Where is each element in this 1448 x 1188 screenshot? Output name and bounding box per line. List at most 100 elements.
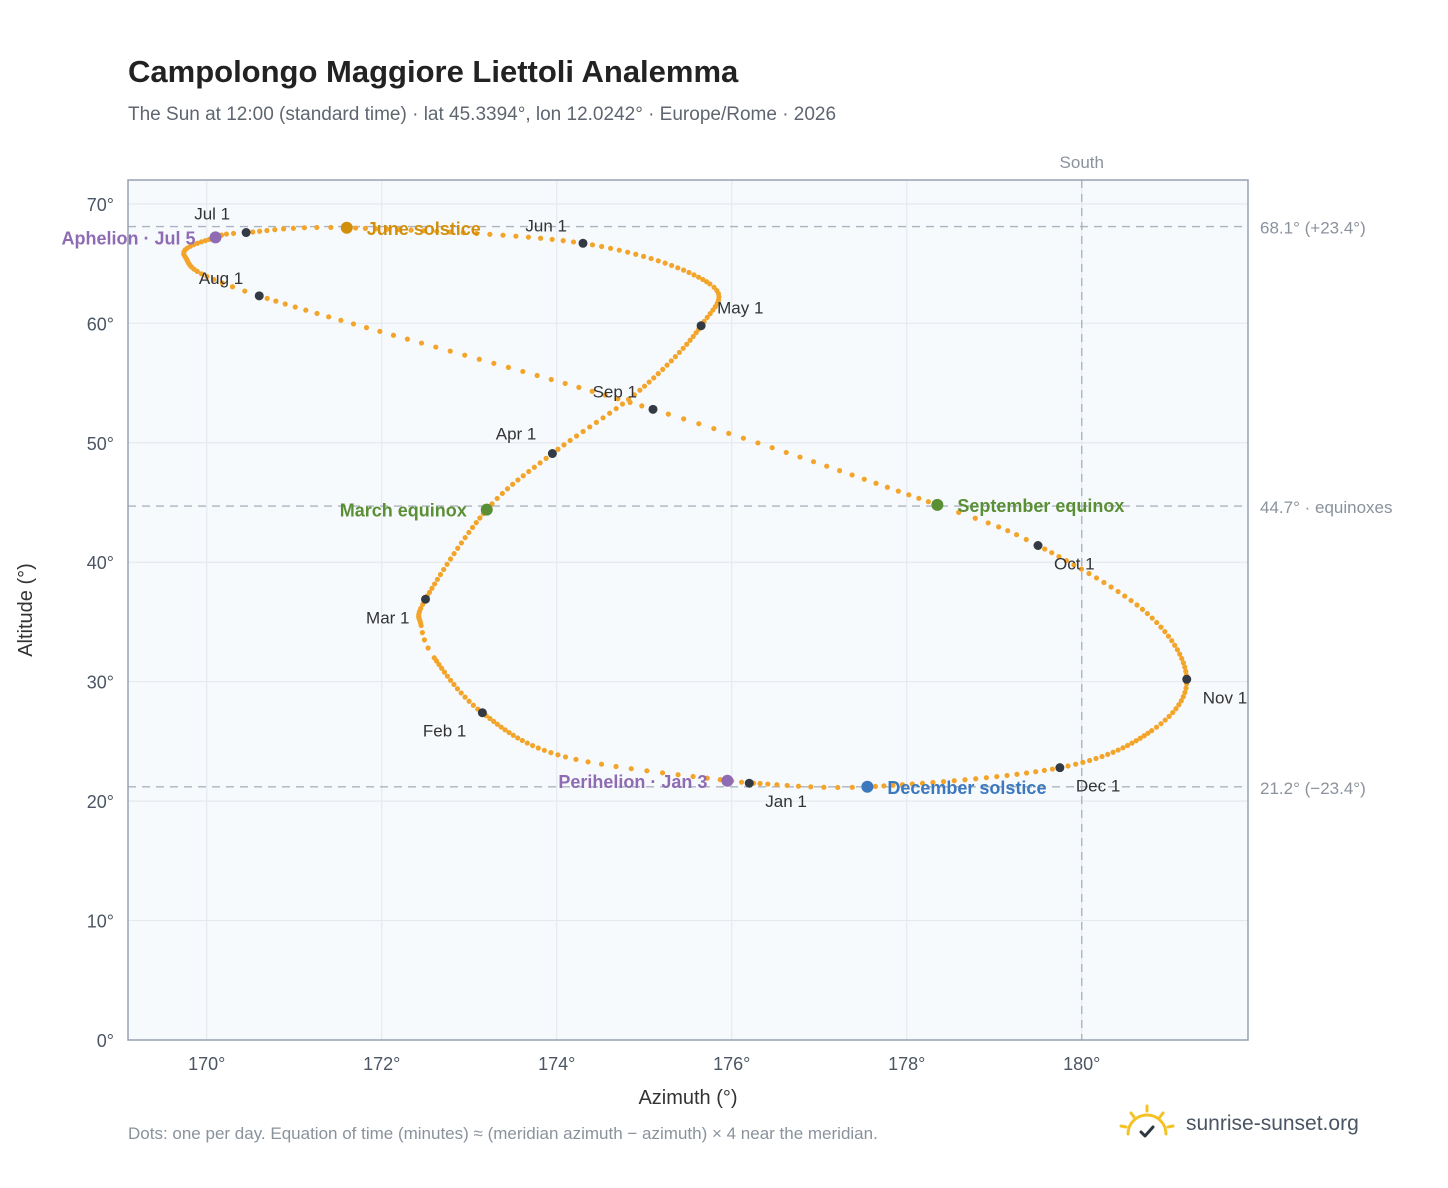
daily-sun-dot	[919, 780, 926, 786]
daily-sun-dot	[1183, 685, 1189, 691]
event-marker-dot	[721, 774, 734, 787]
daily-sun-dot	[499, 490, 505, 497]
daily-sun-dot	[659, 770, 666, 776]
daily-sun-dot	[1166, 713, 1172, 719]
daily-sun-dot	[198, 239, 205, 245]
daily-sun-dot	[314, 224, 320, 231]
daily-sun-dot	[899, 782, 906, 788]
daily-sun-dot	[1065, 763, 1071, 769]
daily-sun-dot	[562, 754, 569, 760]
daily-sun-dot	[421, 228, 427, 234]
daily-sun-dot	[757, 780, 763, 787]
daily-sun-dot	[534, 372, 540, 379]
daily-sun-dot	[1134, 602, 1140, 608]
daily-sun-dot	[303, 307, 309, 313]
daily-sun-dot	[1042, 546, 1048, 552]
daily-sun-dot	[1115, 747, 1121, 753]
daily-sun-dot	[625, 249, 631, 255]
daily-sun-dot	[973, 776, 979, 782]
y-axis-label: Altitude (°)	[15, 563, 37, 657]
x-tick-label: 174°	[538, 1054, 575, 1074]
daily-sun-dot	[849, 784, 855, 790]
month-markers: Jan 1 Feb 1 Mar 1 Apr 1 May 1 Jun 1 Jul 1 Aug 1…	[194, 205, 1247, 812]
daily-sun-dot	[613, 763, 619, 770]
daily-sun-dot	[328, 224, 334, 231]
daily-sun-dot	[473, 230, 480, 237]
month-marker-dot	[744, 778, 754, 788]
daily-sun-dot	[1133, 738, 1139, 744]
daily-sun-dot	[644, 768, 650, 774]
daily-sun-dot	[824, 463, 830, 469]
daily-sun-dot	[505, 364, 511, 370]
daily-sun-dot	[535, 745, 541, 751]
axis-ticks: 170° 172° 174° 176° 178° 180° 0° 10° 20° 30° 40° 50…	[87, 195, 1101, 1074]
daily-sun-dot	[418, 605, 424, 612]
month-marker-dot	[477, 708, 487, 718]
daily-sun-dot	[615, 396, 621, 402]
daily-sun-dot	[681, 416, 687, 422]
daily-sun-dot	[1149, 615, 1155, 621]
daily-sun-dot	[1105, 751, 1111, 758]
reference-label: 68.1° (+23.4°)	[1260, 219, 1366, 238]
daily-sun-dot	[640, 253, 647, 259]
daily-sun-dot	[537, 460, 543, 466]
daily-sun-dot	[470, 702, 476, 708]
daily-sun-dot	[425, 645, 431, 651]
daily-sun-dot	[562, 380, 568, 387]
event-marker-label: September equinox	[957, 496, 1124, 516]
daily-sun-dot	[983, 775, 989, 781]
daily-sun-dot	[421, 637, 428, 643]
daily-sun-dot	[1120, 745, 1126, 751]
daily-sun-dot	[264, 295, 270, 302]
daily-sun-dot	[462, 352, 468, 358]
daily-sun-dot	[821, 784, 827, 790]
daily-sun-dot	[628, 766, 634, 772]
daily-sun-dot	[561, 442, 567, 448]
y-tick-label: 70°	[87, 195, 114, 215]
daily-sun-dot	[441, 669, 448, 675]
daily-sun-dot	[515, 735, 521, 741]
daily-sun-dot	[257, 228, 263, 234]
daily-sun-dot	[531, 464, 537, 470]
daily-sun-dot	[373, 226, 379, 232]
daily-sun-dot	[282, 301, 288, 307]
daily-sun-dot	[1128, 597, 1134, 604]
daily-sun-dot	[639, 403, 645, 409]
daily-sun-dot	[1087, 757, 1093, 764]
daily-sun-dot	[458, 540, 465, 546]
daily-sun-dot	[462, 694, 468, 700]
x-tick-label: 170°	[188, 1054, 225, 1074]
daily-sun-dot	[738, 779, 745, 785]
daily-sun-dot	[711, 425, 717, 432]
month-marker-dot	[547, 449, 557, 459]
daily-sun-dot	[431, 655, 437, 661]
daily-sun-dot	[1174, 647, 1180, 653]
brand-logo[interactable]: sunrise-sunset.org	[1118, 1100, 1359, 1148]
daily-sun-dot	[631, 392, 637, 398]
daily-sun-dot	[797, 454, 803, 460]
daily-sun-dot	[951, 778, 957, 784]
daily-sun-dot	[502, 727, 508, 733]
daily-sun-dot	[273, 298, 279, 304]
daily-sun-dot	[890, 782, 896, 788]
daily-sun-dot	[686, 269, 692, 276]
daily-sun-dot	[704, 775, 710, 781]
daily-sun-dot	[726, 430, 732, 436]
brand-text: sunrise-sunset.org	[1186, 1112, 1359, 1135]
daily-sun-dot	[607, 245, 614, 251]
event-marker-dot	[931, 498, 944, 511]
daily-sun-dot	[700, 276, 706, 283]
x-tick-label: 172°	[363, 1054, 400, 1074]
month-marker-dot	[1055, 763, 1065, 773]
daily-sun-dot	[447, 677, 454, 683]
event-marker-dot	[480, 503, 493, 516]
daily-sun-dot	[560, 238, 566, 244]
daily-sun-dot	[426, 589, 433, 595]
daily-sun-dot	[466, 529, 472, 536]
daily-sun-dot	[765, 781, 771, 787]
reference-label: 21.2° (−23.4°)	[1260, 779, 1366, 798]
daily-sun-dot	[491, 360, 497, 366]
daily-sun-dot	[1041, 767, 1047, 774]
month-marker-label: Feb 1	[423, 722, 466, 741]
